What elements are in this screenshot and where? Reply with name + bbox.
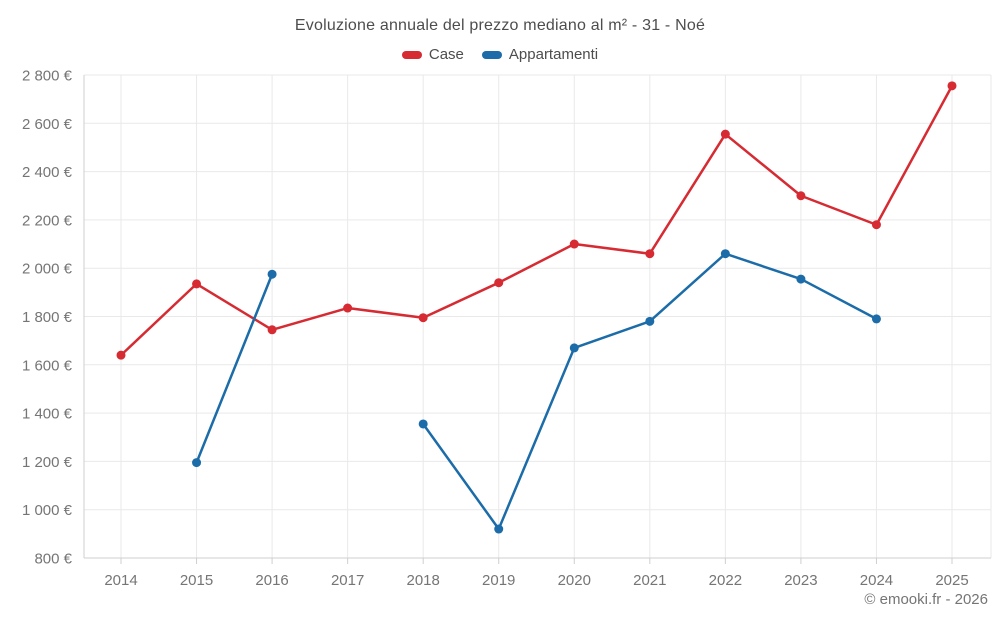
chart-title: Evoluzione annuale del prezzo mediano al… [294, 17, 706, 34]
point-appartamenti-2015[interactable] [192, 458, 202, 468]
y-tick-label: 1 000 € [22, 502, 73, 519]
point-case-2014[interactable] [116, 350, 126, 360]
series-case-line [119, 84, 954, 357]
legend: Case Appartamenti [0, 46, 1000, 63]
point-appartamenti-2022[interactable] [720, 249, 730, 259]
y-tick-label: 2 200 € [22, 212, 73, 229]
x-tick-label: 2022 [709, 572, 742, 589]
axes [83, 75, 991, 564]
y-tick-label: 1 400 € [22, 406, 73, 423]
copyright-text: © emooki.fr - 2026 [864, 591, 988, 608]
point-appartamenti-2018[interactable] [418, 419, 428, 429]
point-case-2016[interactable] [267, 325, 277, 335]
point-case-2023[interactable] [796, 191, 806, 201]
gridlines [84, 74, 992, 558]
x-tick-label: 2014 [104, 572, 137, 589]
point-case-2021[interactable] [645, 249, 655, 259]
y-tick-label: 1 600 € [22, 357, 73, 374]
x-axis-labels: 2014 2015 2016 2017 2018 2019 2020 2021 2022 2023… [104, 572, 968, 589]
point-appartamenti-2020[interactable] [569, 343, 579, 353]
legend-label: Appartamenti [508, 46, 599, 63]
point-appartamenti-2023[interactable] [796, 274, 806, 284]
y-tick-label: 800 € [34, 551, 72, 568]
x-tick-label: 2021 [633, 572, 666, 589]
legend-swatch-case [401, 50, 422, 59]
x-tick-label: 2017 [331, 572, 364, 589]
y-tick-label: 2 400 € [22, 164, 73, 181]
y-tick-label: 2 000 € [22, 261, 73, 278]
point-case-2024[interactable] [871, 220, 881, 230]
y-tick-label: 2 600 € [22, 116, 73, 133]
y-tick-label: 1 200 € [22, 454, 73, 471]
point-appartamenti-2019[interactable] [494, 524, 504, 534]
point-appartamenti-2024[interactable] [871, 314, 881, 324]
series-case [116, 81, 957, 360]
legend-label: Case [428, 46, 464, 63]
legend-item-case[interactable]: Case [401, 46, 464, 63]
series-appartamenti-line [195, 272, 274, 464]
legend-swatch-appartamenti [481, 50, 502, 59]
series-appartamenti [192, 249, 881, 534]
point-case-2022[interactable] [720, 129, 730, 139]
x-tick-label: 2020 [558, 572, 591, 589]
y-tick-label: 2 800 € [22, 68, 73, 85]
point-case-2019[interactable] [494, 278, 504, 288]
point-case-2025[interactable] [947, 81, 957, 91]
x-tick-label: 2025 [935, 572, 968, 589]
point-case-2018[interactable] [418, 313, 428, 323]
point-appartamenti-2021[interactable] [645, 316, 655, 326]
y-tick-label: 1 800 € [22, 309, 73, 326]
point-case-2017[interactable] [343, 303, 353, 313]
x-tick-label: 2019 [482, 572, 515, 589]
x-tick-label: 2023 [784, 572, 817, 589]
point-case-2015[interactable] [192, 279, 202, 289]
point-case-2020[interactable] [569, 239, 579, 249]
x-tick-label: 2018 [406, 572, 439, 589]
x-tick-label: 2015 [180, 572, 213, 589]
x-tick-label: 2024 [860, 572, 893, 589]
y-axis-labels: 800 € 1 000 € 1 200 € 1 400 € 1 600 € 1 800 €… [22, 68, 73, 568]
point-appartamenti-2016[interactable] [267, 269, 277, 279]
x-tick-label: 2016 [255, 572, 288, 589]
legend-item-appartamenti[interactable]: Appartamenti [481, 46, 599, 63]
